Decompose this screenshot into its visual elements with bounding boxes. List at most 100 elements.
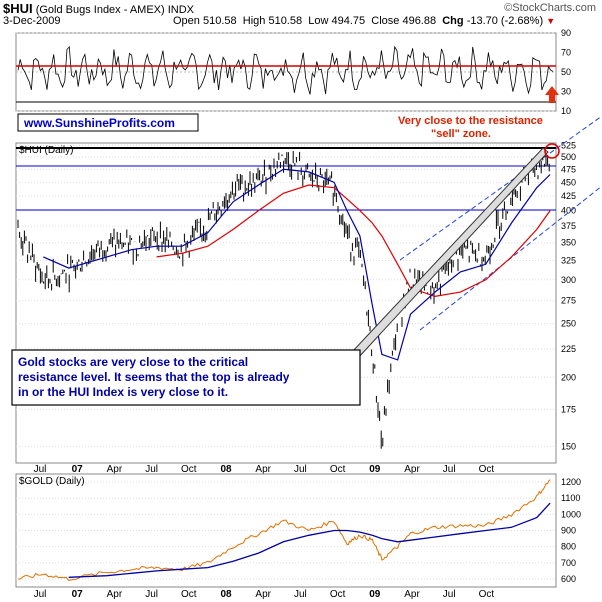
indicator-ytick-label: 50 bbox=[561, 67, 571, 77]
hui-xtick-label: Jul bbox=[145, 464, 158, 475]
callout-box bbox=[11, 349, 361, 406]
hui-ytick-label: 200 bbox=[561, 372, 576, 382]
website-link[interactable]: www.SunshineProfits.com bbox=[23, 116, 175, 130]
hui-ytick-label: 300 bbox=[561, 275, 576, 285]
hui-xtick-label: 07 bbox=[72, 464, 84, 475]
gold-ytick-label: 1100 bbox=[561, 493, 580, 503]
low-value: 494.75 bbox=[331, 15, 366, 27]
gold-xtick-label: Apr bbox=[107, 589, 123, 600]
gold-xaxis-labels: Jul 07 Apr Jul Oct 08 Apr Jul Oct 09 Apr Jul Oct bbox=[34, 589, 495, 600]
stockcharts-logo[interactable]: ©StockCharts.com bbox=[504, 2, 596, 14]
trend-channel-upper bbox=[399, 115, 602, 261]
indicator-ytick-label: 30 bbox=[561, 87, 571, 97]
indicator-ytick-label: 90 bbox=[561, 28, 571, 38]
hui-xtick-label: Oct bbox=[330, 464, 346, 475]
hui-xtick-label: 08 bbox=[220, 464, 232, 475]
high-label: High bbox=[242, 15, 266, 27]
resistance-note: Very close to the resistance bbox=[398, 115, 543, 127]
hui-ytick-label: 350 bbox=[561, 238, 576, 248]
gold-xtick-label: Jul bbox=[294, 589, 307, 600]
hui-xtick-label: Apr bbox=[107, 464, 123, 475]
gold-ytick-label: 600 bbox=[561, 574, 576, 584]
hui-ytick-label: 400 bbox=[561, 206, 576, 216]
gold-yticks: 1200 1100 1000 900 800 700 600 bbox=[561, 477, 581, 584]
gold-price-line bbox=[17, 479, 551, 581]
close-value: 496.88 bbox=[402, 15, 437, 27]
quote-line: Open 510.58 High 510.58 Low 494.75 Close… bbox=[173, 15, 555, 27]
hui-xtick-label: Oct bbox=[181, 464, 197, 475]
hui-yticks: 525 500 475 450 425 400 375 350 325 300 275 250 225 2… bbox=[561, 140, 576, 451]
low-label: Low bbox=[308, 15, 329, 27]
gold-xtick-label: 09 bbox=[369, 589, 381, 600]
gold-xtick-label: Jul bbox=[34, 589, 47, 600]
hui-ytick-label: 375 bbox=[561, 221, 576, 231]
gold-xtick-label: Jul bbox=[145, 589, 158, 600]
down-triangle-icon: ▼ bbox=[546, 16, 556, 26]
chart-title: $HUI (Gold Bugs Index - AMEX) INDX bbox=[3, 1, 194, 16]
index-name: (Gold Bugs Index - AMEX) INDX bbox=[35, 4, 195, 16]
callout-text-line: in or the HUI Index is very close to it. bbox=[18, 385, 228, 399]
hui-ytick-label: 275 bbox=[561, 296, 576, 306]
indicator-gridlines bbox=[16, 32, 556, 112]
gold-xtick-label: Apr bbox=[255, 589, 271, 600]
hui-ytick-label: 250 bbox=[561, 319, 576, 329]
hui-ytick-label: 150 bbox=[561, 441, 576, 451]
website-box bbox=[17, 113, 199, 132]
symbol: $HUI bbox=[3, 1, 33, 16]
hui-moving-average-short bbox=[43, 168, 551, 361]
quote-date: 3-Dec-2009 bbox=[3, 15, 61, 27]
high-value: 510.58 bbox=[268, 15, 303, 27]
gold-ytick-label: 700 bbox=[561, 558, 576, 568]
gold-xtick-label: Oct bbox=[479, 589, 495, 600]
hui-xtick-label: Apr bbox=[404, 464, 420, 475]
indicator-ytick-label: 70 bbox=[561, 48, 571, 58]
gold-panel-label: $GOLD (Daily) bbox=[19, 476, 85, 487]
hui-ytick-label: 450 bbox=[561, 177, 576, 187]
hui-ytick-label: 325 bbox=[561, 256, 576, 266]
close-label: Close bbox=[371, 15, 400, 27]
hui-ytick-label: 225 bbox=[561, 344, 576, 354]
gold-xtick-label: Oct bbox=[330, 589, 346, 600]
resistance-note-line2: "sell" zone. bbox=[431, 128, 491, 140]
hui-xtick-label: Jul bbox=[443, 464, 456, 475]
gold-xtick-label: Oct bbox=[181, 589, 197, 600]
chg-value: -13.70 (-2.68%) bbox=[466, 15, 544, 27]
callout-text: Gold stocks are very close to the critic… bbox=[18, 355, 290, 399]
hui-panel-label: $HUI (Daily) bbox=[19, 145, 73, 156]
callout-text-line: resistance level. It seems that the top … bbox=[18, 370, 290, 384]
gold-gridlines bbox=[16, 481, 556, 580]
gold-ytick-label: 900 bbox=[561, 526, 576, 536]
open-label: Open bbox=[173, 15, 200, 27]
gold-xtick-label: 08 bbox=[220, 589, 232, 600]
gold-ytick-label: 1000 bbox=[561, 509, 581, 519]
indicator-oscillator-line bbox=[17, 45, 554, 95]
hui-moving-average-long bbox=[156, 184, 551, 298]
hui-ytick-label: 175 bbox=[561, 404, 576, 414]
hui-ytick-label: 425 bbox=[561, 191, 576, 201]
indicator-ytick-label: 10 bbox=[561, 106, 571, 116]
hui-xtick-label: Apr bbox=[255, 464, 271, 475]
callout-text-line: Gold stocks are very close to the critic… bbox=[18, 355, 248, 369]
chg-label: Chg bbox=[442, 15, 464, 27]
hui-price-bars bbox=[17, 151, 550, 449]
hui-panel bbox=[15, 142, 557, 464]
gold-xtick-label: Jul bbox=[443, 589, 456, 600]
hui-xtick-label: 09 bbox=[369, 464, 381, 475]
gold-ytick-label: 1200 bbox=[561, 477, 581, 487]
gold-xtick-label: 07 bbox=[72, 589, 84, 600]
gold-ytick-label: 800 bbox=[561, 542, 576, 552]
hui-xtick-label: Oct bbox=[479, 464, 495, 475]
gold-xtick-label: Apr bbox=[404, 589, 420, 600]
hui-ytick-label: 475 bbox=[561, 164, 576, 174]
hui-xtick-label: Jul bbox=[294, 464, 307, 475]
hui-ytick-label: 500 bbox=[561, 152, 576, 162]
hui-xtick-label: Jul bbox=[34, 464, 47, 475]
up-arrow-icon bbox=[545, 86, 559, 103]
gold-moving-average bbox=[68, 502, 551, 578]
open-value: 510.58 bbox=[202, 15, 237, 27]
top-highlight-circle bbox=[544, 143, 560, 159]
indicator-yticks: 90 70 50 30 10 bbox=[561, 28, 571, 116]
hui-xaxis-labels: Jul 07 Apr Jul Oct 08 Apr Jul Oct 09 Apr Jul Oct bbox=[34, 464, 495, 475]
hui-ytick-label: 525 bbox=[561, 140, 576, 150]
